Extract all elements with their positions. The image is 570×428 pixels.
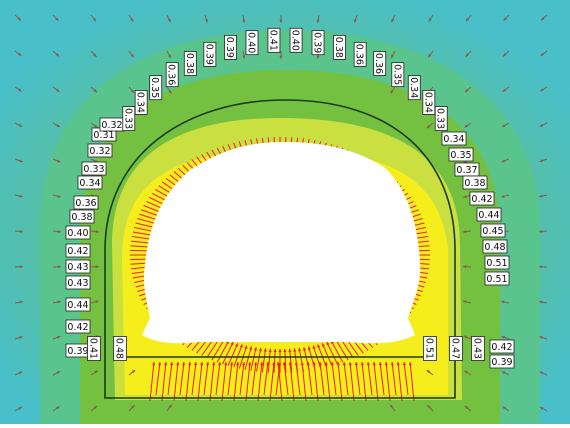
top-label-text: 0.35 [149, 77, 160, 98]
left-label: 0.40 [66, 226, 90, 239]
right-label: 0.34 [442, 132, 466, 145]
right-label: 0.51 [485, 272, 509, 285]
right-label: 0.38 [463, 176, 487, 189]
top-label: 0.39 [224, 35, 237, 59]
top-label-text: 0.41 [267, 30, 278, 51]
bottom-label-right-a: 0.51 [424, 337, 437, 361]
bottom-label-left-b-text: 0.48 [114, 338, 125, 359]
top-label-text: 0.33 [435, 108, 446, 129]
left-label-text: 0.32 [89, 146, 110, 157]
left-label: 0.38 [70, 210, 94, 223]
right-label: 0.42 [470, 192, 494, 205]
right-label-text: 0.45 [482, 226, 503, 237]
top-label-text: 0.36 [166, 64, 177, 85]
top-label: 0.39 [312, 31, 325, 55]
right-label: 0.44 [477, 208, 501, 221]
right-label-text: 0.42 [471, 194, 492, 205]
right-label-text: 0.35 [450, 150, 471, 161]
right-label-text: 0.51 [486, 258, 507, 269]
left-label: 0.42 [66, 244, 90, 257]
top-label-text: 0.34 [135, 92, 146, 113]
left-label-text: 0.38 [71, 212, 92, 223]
top-label-text: 0.38 [184, 53, 195, 74]
top-label: 0.33 [122, 107, 135, 131]
right-label: 0.45 [481, 224, 505, 237]
left-label: 0.36 [74, 196, 98, 209]
right-label-text: 0.51 [486, 274, 507, 285]
top-label-text: 0.33 [122, 108, 133, 129]
top-label-text: 0.40 [245, 32, 256, 53]
top-label: 0.40 [245, 31, 258, 55]
top-label-text: 0.40 [290, 30, 301, 51]
bottom-label-right-c-text: 0.43 [472, 338, 483, 359]
top-label-text: 0.36 [354, 44, 365, 65]
left-label-text: 0.33 [83, 164, 104, 175]
top-label: 0.33 [435, 107, 448, 131]
left-label: 0.42 [66, 320, 90, 333]
top-label: 0.38 [333, 35, 346, 59]
bottom-label-right-a-text: 0.51 [424, 338, 435, 359]
top-label: 0.35 [149, 76, 162, 100]
right-label-text: 0.44 [478, 210, 499, 221]
bottom-label-right-b-text: 0.47 [450, 338, 461, 359]
left-label-text: 0.32 [101, 120, 122, 131]
right-label-text: 0.34 [443, 134, 464, 145]
top-label: 0.36 [373, 52, 386, 76]
right-label: 0.35 [449, 148, 473, 161]
top-label: 0.39 [203, 42, 216, 66]
top-label-text: 0.35 [391, 64, 402, 85]
left-label-text: 0.43 [67, 278, 88, 289]
left-label: 0.32 [100, 118, 124, 131]
top-label-text: 0.38 [333, 37, 344, 58]
top-label: 0.36 [166, 63, 179, 87]
bottom-label-far-right-top-text: 0.42 [491, 342, 512, 353]
bottom-label-far-right-bottom-text: 0.39 [491, 357, 512, 368]
left-label-text: 0.40 [67, 228, 88, 239]
top-label: 0.38 [184, 52, 197, 76]
right-label: 0.37 [455, 163, 479, 176]
top-label: 0.36 [354, 42, 367, 66]
bottom-label-far-right-bottom: 0.39 [490, 355, 514, 368]
left-label-text: 0.36 [75, 198, 96, 209]
bottom-label-left-b: 0.48 [114, 337, 127, 361]
bottom-label-far-right-top: 0.42 [490, 340, 514, 353]
bottom-label-left-a: 0.41 [88, 337, 101, 361]
left-label-text: 0.34 [79, 178, 100, 189]
top-label: 0.34 [408, 76, 421, 100]
top-label: 0.40 [290, 28, 303, 52]
left-label-text: 0.39 [67, 346, 88, 357]
top-label: 0.41 [267, 28, 280, 52]
bottom-label-right-c: 0.43 [472, 337, 485, 361]
left-label: 0.32 [88, 144, 112, 157]
left-label-text: 0.44 [67, 300, 88, 311]
top-label-text: 0.39 [312, 32, 323, 53]
left-label-text: 0.42 [67, 246, 88, 257]
top-label: 0.34 [422, 90, 435, 114]
top-label-text: 0.39 [224, 37, 235, 58]
left-label-text: 0.31 [93, 130, 114, 141]
top-label-text: 0.36 [373, 53, 384, 74]
right-label: 0.48 [483, 240, 507, 253]
top-label: 0.34 [135, 90, 148, 114]
top-label: 0.35 [391, 63, 404, 87]
left-label: 0.39 [66, 344, 90, 357]
right-label: 0.51 [485, 256, 509, 269]
left-label: 0.43 [66, 276, 90, 289]
top-label-text: 0.34 [408, 77, 419, 98]
left-label: 0.43 [66, 260, 90, 273]
right-label-text: 0.38 [464, 178, 485, 189]
left-label: 0.34 [78, 176, 102, 189]
right-label-text: 0.48 [484, 242, 505, 253]
bottom-label-right-b: 0.47 [450, 337, 463, 361]
left-label: 0.44 [66, 298, 90, 311]
right-label-text: 0.37 [456, 165, 477, 176]
top-label-text: 0.34 [422, 92, 433, 113]
top-label-text: 0.39 [203, 44, 214, 65]
left-label: 0.33 [82, 162, 106, 175]
bottom-label-left-a-text: 0.41 [88, 338, 99, 359]
left-label-text: 0.42 [67, 322, 88, 333]
left-label-text: 0.43 [67, 262, 88, 273]
